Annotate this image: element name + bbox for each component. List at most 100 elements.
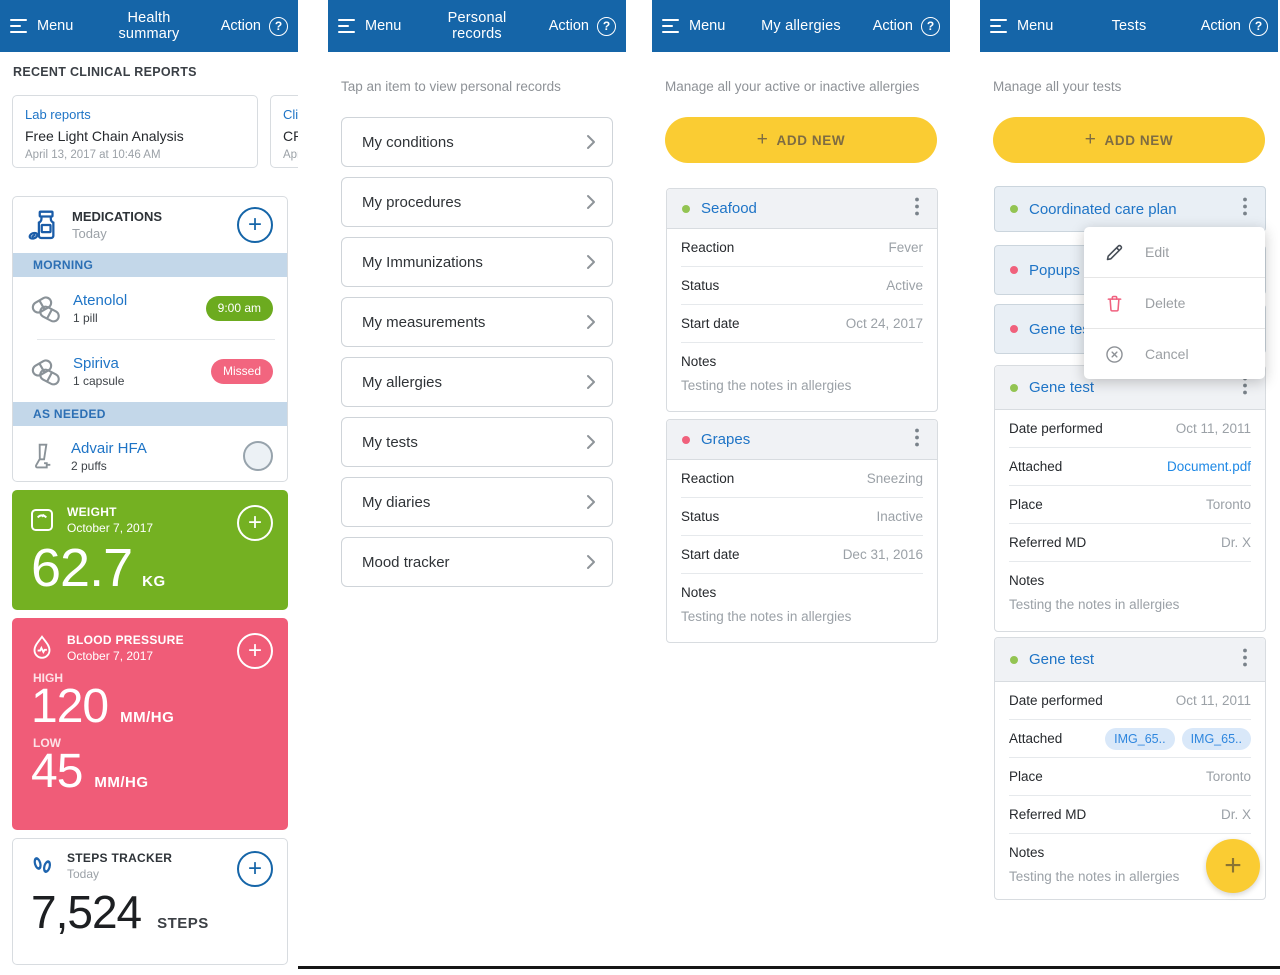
menu-item-delete[interactable]: Delete: [1084, 277, 1265, 328]
field-value: Fever: [888, 240, 923, 255]
appbar: Menu Personal records Action ?: [328, 0, 626, 52]
add-medication-button[interactable]: +: [237, 207, 273, 243]
med-name[interactable]: Advair HFA: [71, 439, 147, 457]
page-title: Tests: [1111, 18, 1147, 34]
list-item-my-immunizations[interactable]: My Immunizations: [341, 237, 613, 287]
list-item-my-allergies[interactable]: My allergies: [341, 357, 613, 407]
kebab-menu-icon[interactable]: [909, 424, 925, 456]
list-item-mood-tracker[interactable]: Mood tracker: [341, 537, 613, 587]
notes-label: Notes: [681, 354, 717, 369]
test-name[interactable]: Gene test: [1029, 651, 1095, 668]
field-value: Toronto: [1205, 497, 1251, 512]
weight-date: October 7, 2017: [67, 521, 154, 535]
med-status-badge[interactable]: Missed: [210, 358, 273, 384]
blood-pressure-card[interactable]: BLOOD PRESSURE October 7, 2017 + HIGH 12…: [12, 618, 288, 830]
medications-title: MEDICATIONS: [72, 209, 163, 224]
action-button[interactable]: Action: [872, 18, 913, 34]
weight-title: WEIGHT: [67, 505, 117, 519]
list-item-my-measurements[interactable]: My measurements: [341, 297, 613, 347]
field-label: Referred MD: [1009, 535, 1087, 550]
notes-label: Notes: [1009, 573, 1045, 588]
hamburger-menu-icon[interactable]: [10, 18, 28, 34]
cancel-circle-icon: [1106, 345, 1123, 363]
field-value: Oct 24, 2017: [845, 316, 923, 331]
allergy-card-header[interactable]: Grapes: [667, 420, 937, 460]
help-icon[interactable]: ?: [921, 16, 940, 36]
bp-title: BLOOD PRESSURE: [67, 633, 184, 647]
attachment-link[interactable]: Document.pdf: [1166, 459, 1251, 474]
med-row-advair[interactable]: Advair HFA 2 puffs: [13, 426, 287, 481]
attachment-chip[interactable]: IMG_65..: [1105, 727, 1175, 750]
chevron-right-icon: [587, 495, 595, 509]
med-take-checkbox[interactable]: [243, 441, 273, 471]
med-name[interactable]: Atenolol: [73, 291, 128, 309]
menu-button[interactable]: Menu: [365, 18, 402, 34]
menu-item-edit[interactable]: Edit: [1084, 227, 1265, 277]
weight-card[interactable]: WEIGHT October 7, 2017 + 62.7 KG: [12, 490, 288, 610]
test-card-coordinated-care-plan[interactable]: Coordinated care plan: [994, 186, 1266, 232]
help-icon[interactable]: ?: [269, 16, 288, 36]
report-category[interactable]: Lab reports: [25, 107, 91, 122]
notes-text: Testing the notes in allergies: [1009, 597, 1180, 612]
menu-button[interactable]: Menu: [689, 18, 726, 34]
panel-personal-records: Menu Personal records Action ? Tap an it…: [328, 0, 626, 975]
action-button[interactable]: Action: [1200, 18, 1241, 34]
kebab-menu-icon[interactable]: [1237, 193, 1253, 225]
action-button[interactable]: Action: [548, 18, 589, 34]
hamburger-menu-icon[interactable]: [662, 18, 680, 34]
add-new-label: ADD NEW: [776, 132, 846, 148]
fab-add-button[interactable]: +: [1206, 839, 1260, 893]
test-name[interactable]: Popups: [1029, 261, 1080, 279]
action-button[interactable]: Action: [220, 18, 261, 34]
page-title: Personal records: [447, 10, 507, 42]
list-item-my-diaries[interactable]: My diaries: [341, 477, 613, 527]
inhaler-icon: [34, 443, 51, 469]
menu-button[interactable]: Menu: [37, 18, 74, 34]
list-item-my-tests[interactable]: My tests: [341, 417, 613, 467]
test-name[interactable]: Gene test: [1029, 379, 1095, 396]
test-card-header[interactable]: Gene test: [995, 638, 1265, 682]
edit-pencil-icon: [1106, 244, 1123, 260]
medications-card: MEDICATIONS Today + MORNING Atenolol 1 p…: [12, 196, 288, 482]
allergy-name[interactable]: Grapes: [701, 431, 751, 448]
add-weight-button[interactable]: +: [237, 505, 273, 541]
kebab-menu-icon[interactable]: [1237, 644, 1253, 676]
add-new-button[interactable]: + ADD NEW: [993, 117, 1265, 163]
chevron-right-icon: [587, 555, 595, 569]
test-name[interactable]: Gene test: [1029, 320, 1095, 338]
attachment-chip[interactable]: IMG_65..: [1181, 727, 1251, 750]
help-icon[interactable]: ?: [1249, 16, 1268, 36]
list-item-my-procedures[interactable]: My procedures: [341, 177, 613, 227]
menu-button[interactable]: Menu: [1017, 18, 1054, 34]
med-row-atenolol[interactable]: Atenolol 1 pill 9:00 am: [13, 277, 287, 339]
allergy-card-seafood: Seafood Reaction Fever Status Active Start…: [666, 188, 938, 412]
allergy-name[interactable]: Seafood: [701, 200, 757, 217]
menu-item-cancel[interactable]: Cancel: [1084, 328, 1265, 379]
add-new-button[interactable]: + ADD NEW: [665, 117, 937, 163]
steps-card[interactable]: STEPS TRACKER Today + 7,524 STEPS: [12, 838, 288, 965]
help-icon[interactable]: ?: [597, 16, 616, 36]
hamburger-menu-icon[interactable]: [338, 18, 356, 34]
field-label: Start date: [681, 316, 740, 331]
field-label: Place: [1009, 769, 1043, 784]
add-bp-button[interactable]: +: [237, 633, 273, 669]
hamburger-menu-icon[interactable]: [990, 18, 1008, 34]
med-row-spiriva[interactable]: Spiriva 1 capsule Missed: [13, 340, 287, 402]
report-category[interactable]: Clini: [283, 107, 298, 122]
kebab-menu-icon[interactable]: [909, 193, 925, 225]
report-date: April 13, 2017 at 10:46 AM: [25, 149, 161, 161]
report-card-clinical[interactable]: Clini CPH April: [270, 95, 298, 168]
pill-bottle-icon: [28, 210, 55, 240]
allergy-card-header[interactable]: Seafood: [667, 189, 937, 229]
test-name[interactable]: Coordinated care plan: [1029, 200, 1177, 218]
report-card-lab[interactable]: Lab reports Free Light Chain Analysis Ap…: [12, 95, 258, 168]
pills-icon: [31, 296, 60, 323]
list-item-my-conditions[interactable]: My conditions: [341, 117, 613, 167]
add-steps-button[interactable]: +: [237, 851, 273, 887]
med-status-badge[interactable]: 9:00 am: [205, 295, 273, 321]
field-label: Date performed: [1009, 693, 1103, 708]
notes-text: Testing the notes in allergies: [1009, 869, 1180, 884]
menu-item-label: Cancel: [1145, 346, 1189, 362]
med-name[interactable]: Spiriva: [73, 354, 119, 372]
menu-item-label: Edit: [1145, 244, 1170, 260]
